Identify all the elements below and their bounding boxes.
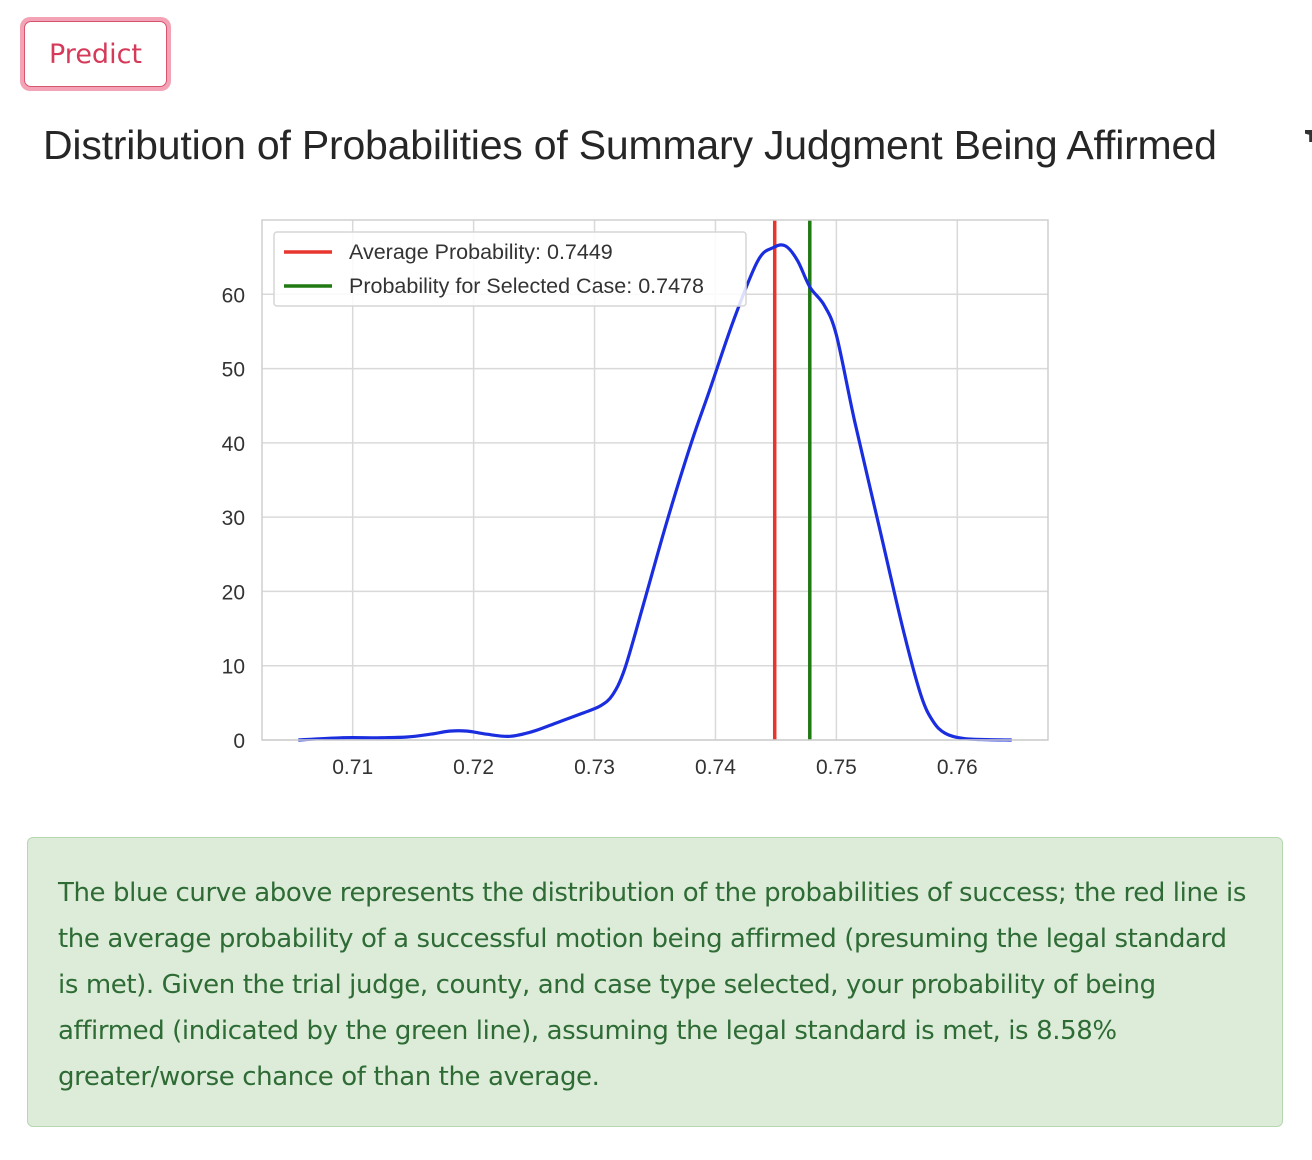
x-tick-label: 0.73 [574, 756, 615, 779]
y-tick-label: 40 [222, 433, 245, 456]
x-tick-label: 0.71 [332, 756, 373, 779]
info-text: The blue curve above represents the dist… [58, 878, 1246, 1092]
chart-curve [298, 243, 1012, 742]
chart-title: Distribution of Probabilities of Summary… [43, 122, 1217, 168]
chart-legend: Average Probability: 0.7449 Probability f… [273, 231, 747, 307]
x-tick-label: 0.75 [816, 756, 857, 779]
density-chart: 0.71 0.72 0.73 0.74 0.75 0.76 0 10 20 30 40 50 60 A… [222, 219, 1049, 779]
info-alert: The blue curve above represents the dist… [27, 837, 1283, 1127]
plot-frame [261, 219, 1049, 741]
y-tick-label: 10 [222, 656, 245, 679]
density-curve [298, 243, 1012, 742]
y-tick-label: 60 [222, 284, 245, 307]
x-tick-label: 0.74 [695, 756, 736, 779]
y-axis-ticks: 0 10 20 30 40 50 60 [222, 284, 245, 753]
x-axis-ticks: 0.71 0.72 0.73 0.74 0.75 0.76 [332, 756, 977, 779]
y-tick-label: 30 [222, 507, 245, 530]
y-tick-label: 20 [222, 581, 245, 604]
legend-box [273, 231, 747, 307]
legend-label: Average Probability: 0.7449 [349, 240, 613, 264]
y-tick-label: 50 [222, 359, 245, 382]
chart-frame [261, 219, 1049, 741]
chart-reference-lines [772, 220, 812, 740]
legend-label: Probability for Selected Case: 0.7478 [349, 274, 704, 298]
x-tick-label: 0.72 [453, 756, 494, 779]
y-tick-label: 0 [233, 730, 245, 753]
predict-button-focus-ring: Predict [20, 17, 171, 91]
x-tick-label: 0.76 [937, 756, 978, 779]
predict-button[interactable]: Predict [24, 21, 167, 87]
